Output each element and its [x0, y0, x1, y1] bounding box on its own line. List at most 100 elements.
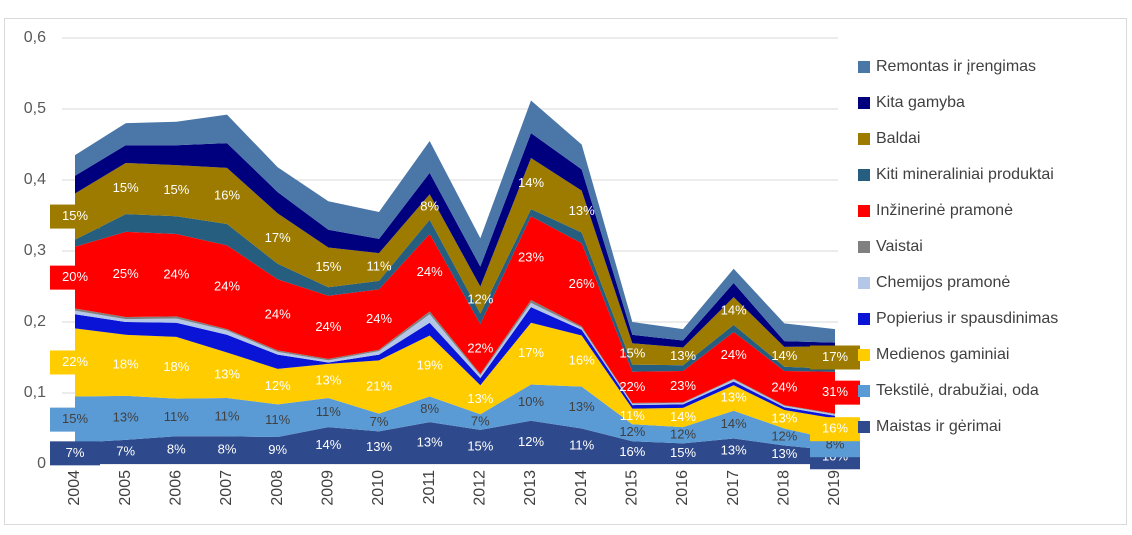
legend-label: Inžinerinė pramonė	[876, 202, 1013, 219]
x-tick-label: 2005	[117, 470, 134, 506]
legend-label: Kiti mineraliniai produktai	[876, 166, 1054, 183]
x-tick-label: 2010	[370, 470, 387, 506]
legend-label: Tekstilė, drabužiai, oda	[876, 382, 1039, 399]
x-tick-label: 2017	[725, 470, 742, 506]
data-label: 13%	[417, 434, 443, 449]
legend-swatch	[858, 205, 870, 217]
data-label: 13%	[670, 348, 696, 363]
data-label: 15%	[619, 345, 645, 360]
data-label: 13%	[366, 439, 392, 454]
x-tick-label: 2006	[168, 470, 185, 506]
data-label: 8%	[420, 401, 439, 416]
data-label: 8%	[420, 198, 439, 213]
area	[75, 216, 835, 414]
label-box	[50, 441, 100, 466]
data-label: 13%	[771, 446, 797, 461]
x-tick-label: 2018	[776, 470, 793, 506]
data-label: 12%	[518, 434, 544, 449]
data-label: 13%	[214, 367, 240, 382]
data-label: 8%	[167, 442, 186, 457]
data-label: 25%	[113, 266, 139, 281]
data-label: 14%	[721, 302, 747, 317]
legend-label: Kita gamyba	[876, 94, 965, 111]
legend-swatch	[858, 133, 870, 145]
legend-label: Popierius ir spausdinimas	[876, 310, 1058, 327]
data-label: 11%	[214, 409, 239, 424]
y-tick-label: 0,5	[24, 100, 46, 117]
x-tick-label: 2019	[826, 470, 843, 506]
data-label: 24%	[721, 347, 747, 362]
label-box	[50, 350, 100, 375]
legend-label: Medienos gaminiai	[876, 346, 1009, 363]
data-label: 11%	[620, 408, 645, 423]
data-label: 13%	[771, 411, 797, 426]
data-label: 12%	[467, 291, 493, 306]
legend-swatch	[858, 385, 870, 397]
data-label: 13%	[113, 409, 139, 424]
data-label: 13%	[315, 372, 341, 387]
x-tick-label: 2012	[472, 470, 489, 506]
x-tick-label: 2013	[522, 470, 539, 506]
data-label: 17%	[822, 349, 848, 364]
data-label: 11%	[316, 404, 341, 419]
data-label: 17%	[518, 345, 544, 360]
x-tick-label: 2007	[218, 470, 235, 506]
data-label: 12%	[265, 378, 291, 393]
data-label: 22%	[619, 379, 645, 394]
area	[75, 384, 835, 451]
data-label: 13%	[569, 203, 595, 218]
legend-swatch	[858, 313, 870, 325]
data-label: 12%	[670, 427, 696, 442]
x-tick-label: 2015	[624, 470, 641, 506]
y-tick-label: 0,1	[24, 384, 46, 401]
data-label: 15%	[315, 259, 341, 274]
label-box	[810, 380, 860, 405]
y-tick-label: 0,3	[24, 242, 46, 259]
data-label: 31%	[822, 384, 848, 399]
legend-swatch	[858, 421, 870, 433]
data-label: 15%	[62, 208, 88, 223]
data-label: 15%	[163, 182, 189, 197]
data-label: 16%	[822, 421, 848, 436]
x-tick-label: 2011	[421, 470, 438, 505]
area	[75, 100, 835, 343]
x-tick-label: 2016	[674, 470, 691, 506]
x-tick-label: 2009	[320, 470, 337, 506]
data-label: 15%	[467, 438, 493, 453]
legend-label: Baldai	[876, 130, 920, 147]
data-label: 7%	[116, 443, 135, 458]
legend-label: Remontas ir įrengimas	[876, 58, 1036, 75]
area	[75, 420, 835, 464]
data-label: 12%	[619, 424, 645, 439]
legend-swatch	[858, 169, 870, 181]
data-label: 15%	[670, 445, 696, 460]
data-label: 18%	[163, 359, 189, 374]
label-box	[50, 204, 100, 229]
legend-swatch	[858, 61, 870, 73]
data-label: 13%	[721, 389, 747, 404]
data-label: 24%	[214, 279, 240, 294]
legend-label: Maistas ir gėrimai	[876, 418, 1001, 435]
label-box	[810, 417, 860, 442]
data-label: 11%	[265, 412, 290, 427]
x-tick-label: 2004	[66, 470, 83, 506]
data-label: 16%	[214, 187, 240, 202]
legend-swatch	[858, 241, 870, 253]
data-label: 12%	[771, 428, 797, 443]
x-tick-label: 2008	[269, 470, 286, 506]
label-box	[810, 345, 860, 370]
data-label: 24%	[366, 311, 392, 326]
data-label: 14%	[518, 175, 544, 190]
x-tick-label: 2014	[573, 470, 590, 506]
data-label: 16%	[569, 352, 595, 367]
data-label: 7%	[471, 414, 490, 429]
legend-label: Vaistai	[876, 238, 923, 255]
data-label: 9%	[268, 442, 287, 457]
data-label: 18%	[113, 357, 139, 372]
legend-label: Chemijos pramonė	[876, 274, 1010, 291]
label-box	[50, 407, 100, 432]
legend-swatch	[858, 349, 870, 361]
data-label: 13%	[467, 391, 493, 406]
data-label: 23%	[670, 378, 696, 393]
